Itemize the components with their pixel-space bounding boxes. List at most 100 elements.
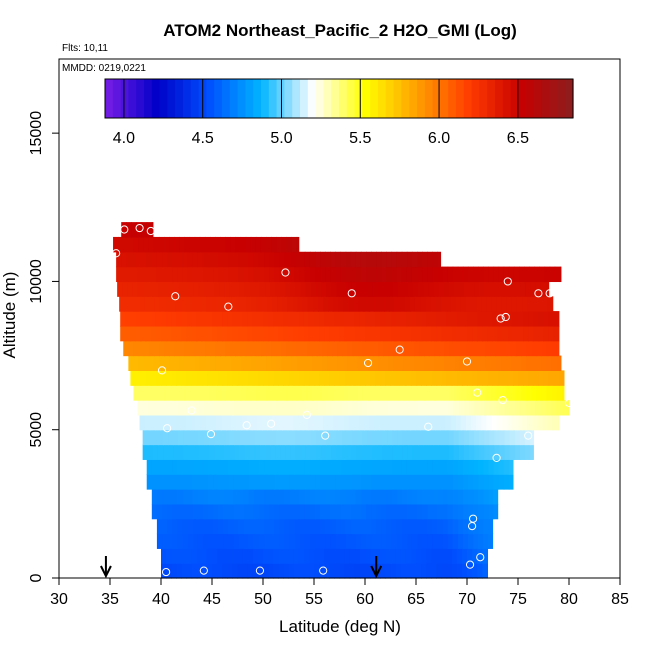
curtain-cell bbox=[125, 325, 131, 342]
x-tick-label: 65 bbox=[407, 591, 425, 608]
curtain-cell bbox=[166, 563, 172, 579]
curtain-cell bbox=[282, 414, 289, 431]
curtain-cell bbox=[281, 385, 288, 401]
curtain-cell bbox=[527, 296, 533, 312]
curtain-cell bbox=[332, 385, 339, 401]
curtain-cell bbox=[461, 325, 468, 342]
curtain-cell bbox=[201, 325, 208, 342]
curtain-cell bbox=[290, 281, 297, 297]
curtain-cell bbox=[213, 503, 219, 520]
curtain-cell bbox=[207, 533, 214, 549]
curtain-cell bbox=[346, 281, 353, 297]
curtain-cell bbox=[480, 355, 486, 371]
curtain-cell bbox=[170, 296, 176, 312]
curtain-cell bbox=[476, 414, 482, 431]
curtain-cell bbox=[374, 296, 380, 312]
curtain-cell bbox=[192, 474, 199, 490]
curtain-cell bbox=[462, 533, 469, 549]
curtain-cell bbox=[456, 311, 463, 327]
curtain-cell bbox=[125, 311, 131, 327]
flight-arrows bbox=[100, 556, 383, 579]
curtain-cell bbox=[470, 385, 476, 401]
curtain-cell bbox=[522, 414, 528, 431]
curtain-cell bbox=[324, 325, 330, 342]
curtain-cell bbox=[255, 340, 262, 357]
curtain-cell bbox=[253, 489, 260, 505]
curtain-cell bbox=[192, 266, 199, 283]
curtain-cell bbox=[163, 444, 169, 460]
curtain-cell bbox=[387, 400, 394, 416]
curtain-cell bbox=[393, 385, 400, 401]
curtain-cell bbox=[279, 251, 286, 268]
curtain-cell bbox=[189, 340, 196, 357]
curtain-cell bbox=[545, 281, 550, 297]
curtain-cell bbox=[284, 474, 291, 490]
curtain-cell bbox=[319, 548, 325, 564]
curtain-cell bbox=[402, 429, 409, 446]
curtain-cell bbox=[528, 325, 534, 342]
curtain-cell bbox=[218, 503, 224, 520]
curtain-cell bbox=[193, 281, 200, 297]
curtain-cell bbox=[539, 266, 546, 283]
curtain-cell bbox=[176, 370, 182, 386]
curtain-cell bbox=[424, 340, 430, 357]
curtain-cell bbox=[409, 296, 416, 312]
curtain-cell bbox=[221, 414, 227, 431]
curtain-cell bbox=[142, 429, 149, 446]
colorbar-swatch bbox=[284, 79, 293, 118]
curtain-cell bbox=[140, 325, 147, 342]
curtain-cell bbox=[454, 385, 461, 401]
curtain-cell bbox=[268, 325, 274, 342]
curtain-cell bbox=[376, 251, 382, 268]
curtain-cell bbox=[462, 474, 469, 490]
curtain-cell bbox=[372, 444, 378, 460]
curtain-cell bbox=[289, 474, 296, 490]
curtain-cell bbox=[208, 281, 215, 297]
curtain-cell bbox=[452, 474, 459, 490]
curtain-cell bbox=[286, 236, 293, 253]
curtain-cell bbox=[147, 281, 154, 297]
curtain-cell bbox=[173, 429, 179, 446]
curtain-cell bbox=[467, 370, 473, 386]
curtain-cell bbox=[215, 385, 221, 401]
curtain-cell bbox=[376, 518, 382, 535]
curtain-cell bbox=[203, 400, 210, 416]
curtain-cell bbox=[186, 548, 193, 564]
curtain-cell bbox=[264, 459, 270, 475]
curtain-cell bbox=[281, 236, 288, 253]
curtain-cell bbox=[152, 400, 159, 416]
x-tick-label: 45 bbox=[203, 591, 221, 608]
curtain-cell bbox=[406, 533, 413, 549]
curtain-cell bbox=[283, 548, 290, 564]
curtain-cell bbox=[261, 296, 268, 312]
curtain-cell bbox=[381, 489, 388, 505]
colorbar-tick-label: 5.0 bbox=[270, 130, 292, 147]
curtain-cell bbox=[455, 414, 462, 431]
curtain-cell bbox=[162, 251, 168, 268]
curtain-cell bbox=[426, 548, 432, 564]
curtain-cell bbox=[288, 311, 295, 327]
curtain-cell bbox=[343, 414, 350, 431]
curtain-cell bbox=[210, 414, 217, 431]
curtain-cell bbox=[294, 266, 301, 283]
curtain-cell bbox=[424, 385, 430, 401]
curtain-cell bbox=[367, 400, 373, 416]
curtain-cell bbox=[401, 266, 408, 283]
curtain-cell bbox=[397, 444, 404, 460]
curtain-cell bbox=[210, 296, 217, 312]
curtain-cell bbox=[293, 311, 300, 327]
curtain-cell bbox=[441, 370, 448, 386]
curtain-cell bbox=[431, 370, 437, 386]
curtain-cell bbox=[446, 548, 453, 564]
curtain-cell bbox=[410, 311, 417, 327]
curtain-cell bbox=[349, 548, 356, 564]
curtain-cell bbox=[477, 548, 483, 564]
curtain-cell bbox=[454, 340, 461, 357]
colorbar-swatch bbox=[440, 79, 449, 118]
curtain-cell bbox=[305, 429, 312, 446]
curtain-cell bbox=[323, 414, 329, 431]
curtain-cell bbox=[417, 266, 423, 283]
curtain-cell bbox=[224, 400, 230, 416]
curtain-cell bbox=[289, 518, 296, 535]
curtain-cell bbox=[541, 355, 548, 371]
